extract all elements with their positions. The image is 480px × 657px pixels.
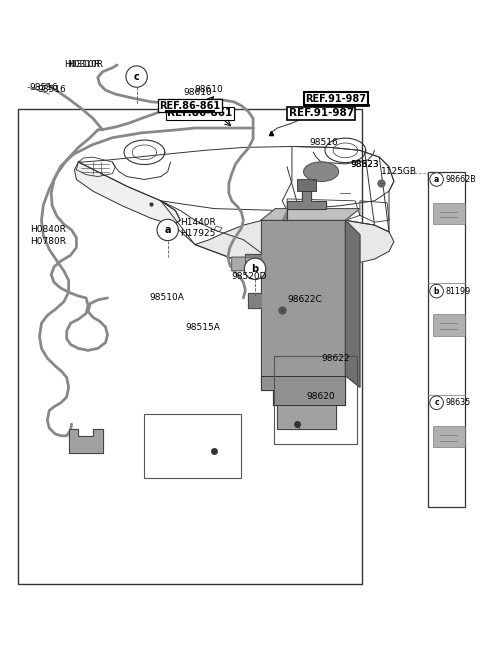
Text: 98622C: 98622C [287, 296, 322, 304]
Text: 98520D: 98520D [232, 272, 267, 281]
Polygon shape [74, 162, 180, 225]
Text: H0840R: H0840R [30, 225, 66, 235]
Polygon shape [345, 220, 360, 387]
Polygon shape [195, 218, 394, 269]
Text: 98516: 98516 [310, 138, 338, 147]
Circle shape [244, 258, 266, 279]
Text: 98610: 98610 [183, 87, 212, 97]
Bar [432, 203, 465, 224]
Text: 98662B: 98662B [445, 175, 476, 184]
Circle shape [157, 219, 179, 240]
Bar [144, 415, 241, 478]
Text: 98510A: 98510A [149, 294, 184, 302]
Text: 81199: 81199 [445, 286, 470, 296]
Text: H17925: H17925 [180, 229, 216, 238]
Polygon shape [304, 162, 338, 181]
Polygon shape [232, 257, 258, 271]
Text: c: c [434, 398, 439, 407]
Circle shape [126, 66, 147, 87]
Circle shape [430, 284, 444, 298]
Bar [18, 108, 362, 584]
Text: 1125GB: 1125GB [381, 168, 417, 176]
Text: REF.86-861: REF.86-861 [167, 108, 232, 118]
Polygon shape [245, 254, 261, 269]
Text: REF.91-987: REF.91-987 [288, 108, 354, 118]
Text: 98635: 98635 [445, 398, 470, 407]
Text: H1440R: H1440R [180, 217, 216, 227]
Circle shape [430, 173, 444, 187]
Text: 98516: 98516 [37, 85, 66, 94]
Polygon shape [282, 191, 326, 220]
Text: 98623: 98623 [350, 160, 379, 170]
Text: 98516: 98516 [30, 83, 59, 92]
Text: 98622: 98622 [321, 353, 349, 363]
Text: a: a [165, 225, 171, 235]
Bar [432, 315, 465, 336]
Text: 98823: 98823 [350, 160, 379, 170]
Bar [297, 179, 316, 191]
Text: H0310R: H0310R [67, 60, 103, 70]
Polygon shape [261, 220, 345, 376]
Text: REF.91-987: REF.91-987 [305, 94, 366, 104]
Bar [428, 171, 465, 507]
Bar [275, 356, 357, 443]
Text: H0780R: H0780R [30, 237, 66, 246]
Text: a: a [434, 175, 439, 184]
Text: H0310R: H0310R [64, 60, 100, 70]
Text: 98515A: 98515A [185, 323, 220, 332]
Text: b: b [252, 264, 259, 274]
Text: b: b [434, 286, 439, 296]
Polygon shape [261, 376, 345, 405]
Polygon shape [248, 293, 261, 307]
Text: 98610: 98610 [195, 85, 224, 94]
Text: 98620: 98620 [307, 392, 335, 401]
Text: REF.86-861: REF.86-861 [159, 101, 221, 110]
Circle shape [430, 396, 444, 409]
Bar [432, 426, 465, 447]
Text: c: c [134, 72, 140, 81]
Polygon shape [277, 405, 336, 429]
Polygon shape [261, 209, 360, 220]
Polygon shape [69, 429, 103, 453]
